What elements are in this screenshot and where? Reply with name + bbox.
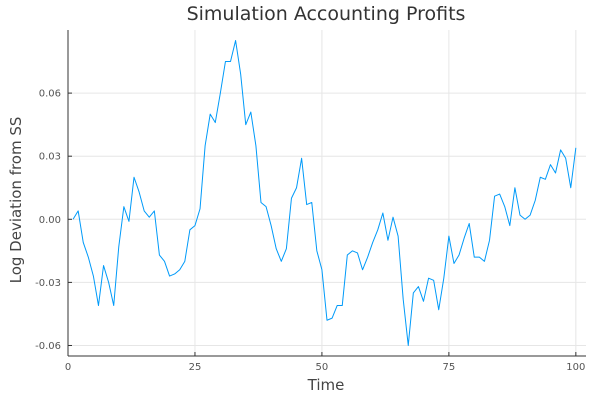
series-line: [72, 40, 577, 346]
x-tick-label: 0: [65, 362, 71, 373]
y-axis-label: Log Deviation from SS: [7, 117, 25, 284]
x-axis-label: Time: [307, 376, 345, 394]
series-layer: [72, 40, 577, 346]
y-tick-label: 0.00: [39, 215, 61, 226]
grid-layer: [67, 30, 586, 356]
y-tick-label: -0.03: [35, 278, 61, 289]
y-tick-label: 0.03: [39, 152, 61, 163]
y-tick-label: -0.06: [35, 341, 61, 352]
x-tick-label: 25: [189, 362, 202, 373]
x-tick-label: 100: [566, 362, 585, 373]
chart-title: Simulation Accounting Profits: [187, 3, 466, 25]
x-tick-label: 50: [316, 362, 329, 373]
x-tick-label: 75: [443, 362, 456, 373]
y-tick-label: 0.06: [39, 89, 61, 100]
axes-layer: [67, 30, 586, 357]
ticks-layer: 0 25 50 75 100 -0.06 -0.03 0.00 0.03 0.06: [35, 89, 585, 373]
